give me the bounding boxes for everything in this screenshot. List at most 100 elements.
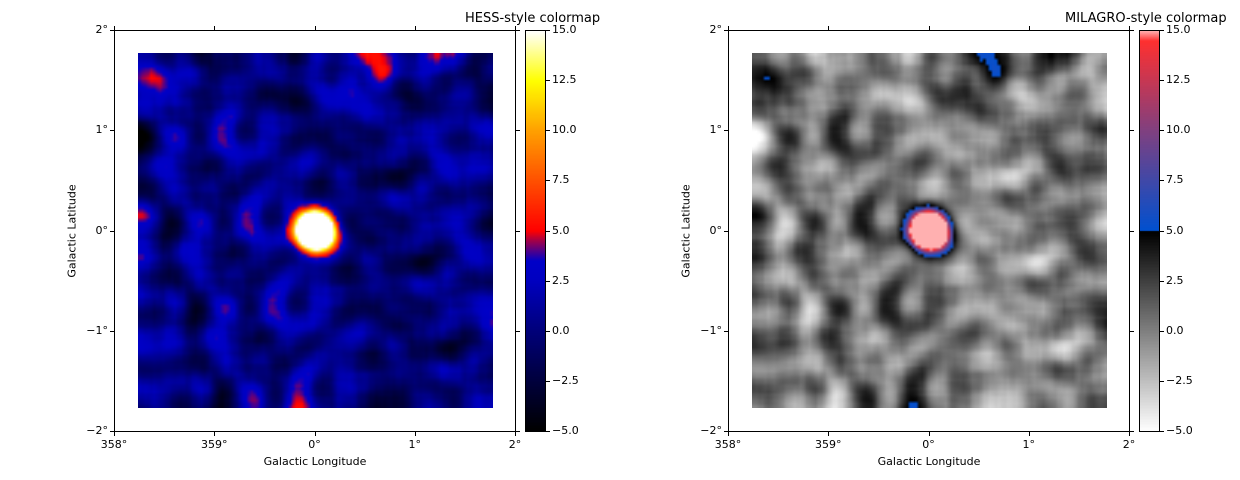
colorbar-tick-label: 0.0 [1166,323,1184,337]
y-tick-label: −1° [700,323,722,337]
colorbar-tick-label: 0.0 [552,323,570,337]
y-tick-label: −2° [86,424,108,437]
colorbar-tick [1160,380,1164,382]
colorbar-tick-label: 2.5 [552,273,570,287]
colorbar-tick [1160,180,1164,182]
y-axis-label: Galactic Latitude [65,184,79,278]
y-tick-label: −1° [86,323,108,337]
colorbar [525,30,546,432]
y-tick-right [516,30,520,31]
y-tick [110,30,114,31]
x-tick [114,432,115,436]
y-tick-label: 1° [95,123,109,137]
x-tick-label: 359° [815,438,842,451]
colorbar-tick [546,230,550,232]
heatmap-image [138,53,493,408]
x-tick-top [314,26,316,30]
y-tick [110,130,114,132]
x-tick-top [928,26,930,30]
colorbar-tick-label: −5.0 [552,424,579,437]
y-tick [724,330,728,332]
y-tick-right [516,230,520,232]
y-tick [110,431,114,432]
heatmap-image [752,53,1107,408]
y-axis-label: Galactic Latitude [679,184,693,278]
x-tick [1028,432,1030,436]
colorbar-tick-label: −5.0 [1166,424,1193,437]
y-tick-right [516,330,520,332]
colorbar-tick-label: 7.5 [1166,173,1184,187]
x-tick-top [1028,26,1030,30]
colorbar-tick-label: 15.0 [1166,23,1191,36]
y-tick-right [1130,130,1134,132]
colorbar-tick [1160,30,1164,31]
x-tick [1129,432,1130,436]
colorbar-tick [1160,431,1164,432]
y-tick-right [1130,330,1134,332]
y-tick-label: −2° [700,424,722,437]
x-tick [728,432,729,436]
y-tick [724,431,728,432]
colorbar-tick [546,80,550,82]
colorbar-tick [546,180,550,182]
y-tick-label: 2° [709,23,723,36]
x-tick-label: 358° [714,438,742,451]
x-tick-label: 1° [1022,438,1036,451]
y-tick-label: 2° [95,23,109,36]
colorbar-tick [546,330,550,332]
colorbar-tick-label: 15.0 [552,23,577,36]
colorbar-tick-label: 2.5 [1166,273,1184,287]
y-tick-right [1130,30,1134,31]
x-tick [414,432,416,436]
colorbar-tick [546,431,550,432]
colorbar-tick [546,380,550,382]
plot-area [728,30,1130,432]
x-tick [314,432,316,436]
y-tick [724,30,728,31]
x-tick-top [1129,26,1130,30]
colorbar-tick-label: 12.5 [552,73,577,87]
colorbar-tick [1160,330,1164,332]
plot-area [114,30,516,432]
x-tick-label: 0° [922,438,935,451]
x-tick-top [515,26,516,30]
y-tick-label: 1° [709,123,723,137]
y-tick [110,230,114,232]
x-tick-top [214,26,216,30]
x-tick-top [728,26,729,30]
x-tick-label: 2° [1122,438,1136,451]
colorbar-tick-label: 12.5 [1166,73,1191,87]
colorbar-tick [546,30,550,31]
y-tick-right [516,431,520,432]
y-tick-right [1130,431,1134,432]
colorbar-tick-label: 10.0 [552,123,577,137]
x-tick-label: 1° [408,438,422,451]
y-tick [724,130,728,132]
x-tick-label: 0° [308,438,321,451]
y-tick-label: 0° [95,223,109,237]
y-tick [724,230,728,232]
colorbar-tick-label: 5.0 [1166,223,1184,237]
x-tick-label: 359° [201,438,228,451]
x-axis-label: Galactic Longitude [877,455,981,468]
y-tick-label: 0° [709,223,723,237]
x-tick-top [828,26,830,30]
colorbar-tick-label: 10.0 [1166,123,1191,137]
colorbar-tick [1160,230,1164,232]
colorbar-tick-label: −2.5 [552,373,579,387]
colorbar-tick [546,130,550,132]
x-tick [515,432,516,436]
colorbar-tick [546,280,550,282]
colorbar-tick-label: 7.5 [552,173,570,187]
y-tick-right [1130,230,1134,232]
colorbar-tick-label: −2.5 [1166,373,1193,387]
colorbar-tick-label: 5.0 [552,223,570,237]
colorbar-tick [1160,280,1164,282]
colorbar-tick [1160,130,1164,132]
y-tick-right [516,130,520,132]
colorbar [1139,30,1160,432]
x-tick [928,432,930,436]
y-tick [110,330,114,332]
colorbar-tick [1160,80,1164,82]
